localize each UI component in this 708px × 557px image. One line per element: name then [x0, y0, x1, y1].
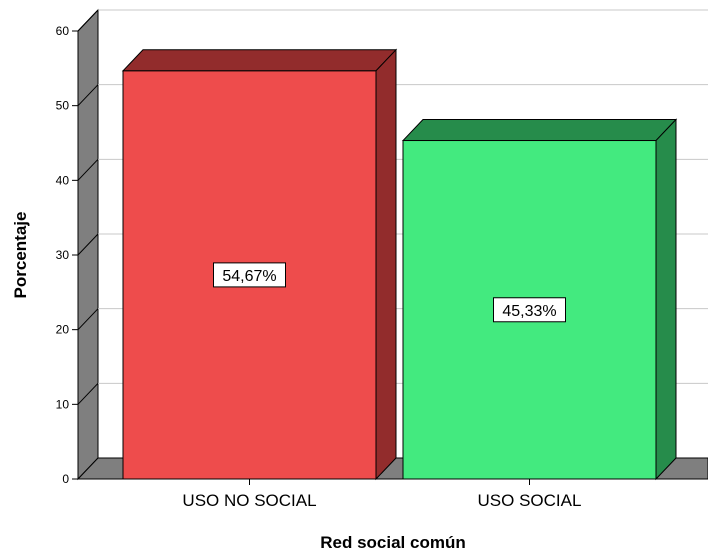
bar-top	[401, 119, 678, 142]
bar-side	[655, 118, 677, 481]
x-axis-categories: USO NO SOCIAL USO SOCIAL	[182, 479, 581, 510]
bar-2: 45,33%	[401, 118, 678, 481]
bar-top	[121, 49, 398, 72]
x-axis-title: Red social común	[320, 533, 465, 552]
data-label: 45,33%	[502, 303, 556, 320]
gridline-side	[77, 158, 99, 181]
y-tick-label: 0	[62, 472, 69, 486]
data-label-box	[213, 262, 286, 288]
y-tick-label: 30	[56, 248, 70, 262]
y-axis-title: Porcentaje	[11, 212, 30, 299]
y-axis-ticks: 0 10 20 30 40 50 60	[56, 24, 78, 486]
x-category-label: USO NO SOCIAL	[182, 491, 316, 510]
gridline-side	[77, 9, 99, 32]
data-label: 54,67%	[222, 268, 276, 285]
y-tick-label: 20	[56, 323, 70, 337]
gridline-side	[77, 84, 99, 107]
x-category-label: USO SOCIAL	[478, 491, 582, 510]
gridline-side	[77, 382, 99, 405]
bar-side	[375, 48, 397, 481]
y-tick-label: 40	[56, 173, 70, 187]
bar-1: 54,67%	[121, 48, 398, 481]
gridline-side	[77, 308, 99, 331]
y-tick-label: 10	[56, 397, 70, 411]
y-tick-label: 60	[56, 24, 70, 38]
y-tick-label: 50	[56, 99, 70, 113]
data-label-box	[493, 297, 566, 323]
gridline-side	[77, 233, 99, 256]
bars: 54,67% 45,33%	[121, 48, 678, 481]
